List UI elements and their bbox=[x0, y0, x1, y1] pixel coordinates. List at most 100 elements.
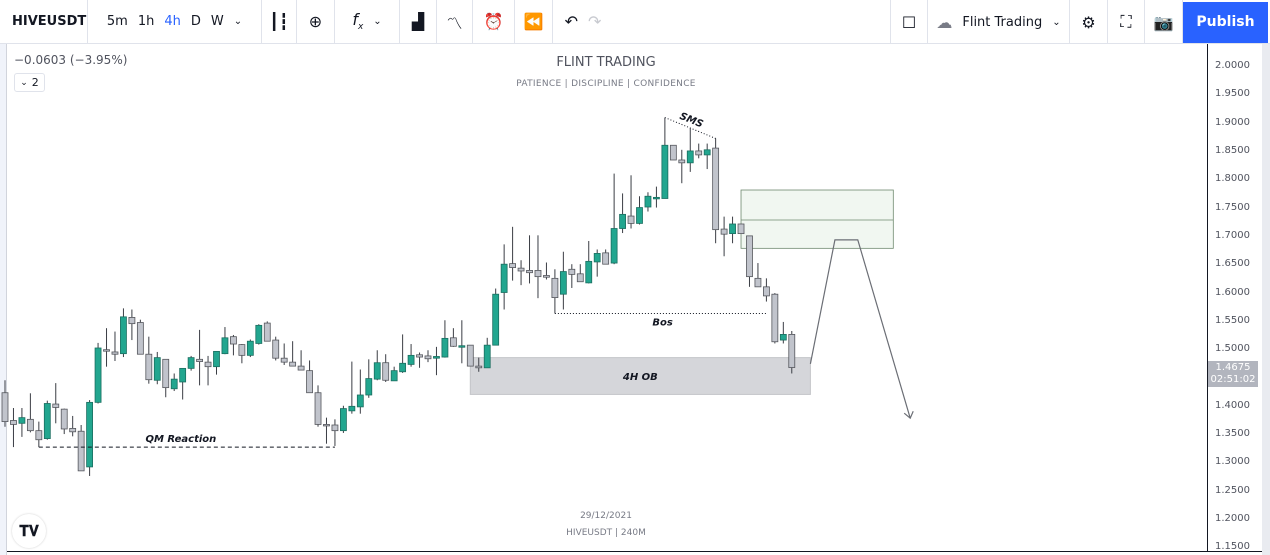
scrollbar[interactable] bbox=[1262, 44, 1270, 555]
alert-button[interactable]: ⏰ bbox=[473, 0, 515, 44]
indicators-button[interactable]: fx ⌄ bbox=[335, 0, 400, 44]
timeframe-group: 5m 1h 4h D W ⌄ bbox=[88, 0, 262, 44]
candle-up bbox=[213, 350, 220, 368]
candle-down bbox=[771, 293, 779, 343]
time-axis-line bbox=[7, 551, 1262, 552]
candle-down bbox=[103, 349, 110, 352]
watermark-subtitle: PATIENCE | DISCIPLINE | CONFIDENCE bbox=[516, 79, 696, 89]
settings-button[interactable]: ⚙ bbox=[1070, 0, 1108, 44]
undo-icon[interactable]: ↶ bbox=[564, 12, 578, 31]
tradingview-logo[interactable]: 𝐓𝐕 bbox=[12, 514, 46, 548]
candle-down bbox=[424, 355, 432, 360]
candle-down bbox=[720, 228, 728, 235]
candle-up bbox=[653, 196, 660, 200]
candle-up bbox=[43, 403, 51, 439]
watermark-symbol: HIVEUSDT | 240M bbox=[566, 528, 646, 538]
price-tick: 1.7000 bbox=[1215, 229, 1250, 241]
timeframe-5m[interactable]: 5m bbox=[106, 14, 128, 29]
candle-up bbox=[348, 405, 356, 412]
indicators-icon: fx bbox=[352, 10, 364, 33]
gear-icon: ⚙ bbox=[1081, 12, 1096, 32]
projection-path bbox=[809, 239, 911, 419]
price-tick: 1.6500 bbox=[1215, 258, 1250, 270]
price-tick: 1.6000 bbox=[1215, 286, 1250, 298]
candle-down bbox=[627, 215, 635, 224]
fullscreen-layout-button[interactable]: ☐ bbox=[890, 0, 928, 44]
timeframe-w[interactable]: W bbox=[210, 14, 224, 29]
left-edge bbox=[0, 44, 7, 555]
supply-zone bbox=[740, 189, 894, 249]
candle-down bbox=[1, 392, 9, 423]
strategy-button[interactable]: 〽 bbox=[437, 0, 473, 44]
add-compare-icon: ⊕ bbox=[308, 12, 323, 31]
candle-up bbox=[120, 316, 127, 355]
candle-down bbox=[754, 277, 762, 288]
replay-button[interactable]: ⏪ bbox=[515, 0, 553, 44]
candle-down bbox=[416, 354, 423, 358]
price-tick: 1.8000 bbox=[1215, 173, 1250, 185]
candle-up bbox=[703, 149, 711, 156]
candle-down bbox=[272, 339, 280, 359]
candle-down bbox=[449, 337, 457, 347]
candle-up bbox=[593, 253, 601, 263]
candle-down bbox=[526, 270, 533, 274]
timeframe-1h[interactable]: 1h bbox=[137, 14, 155, 29]
candle-down bbox=[60, 408, 68, 430]
price-tick: 1.2000 bbox=[1215, 513, 1250, 524]
candle-down bbox=[314, 392, 322, 425]
templates-button[interactable]: ▟ bbox=[400, 0, 437, 44]
timeframe-4h[interactable]: 4h bbox=[164, 14, 181, 29]
cloud-icon: ☁ bbox=[936, 12, 953, 32]
candle-down bbox=[162, 358, 170, 389]
candle-up bbox=[433, 356, 440, 359]
candle-down bbox=[331, 424, 339, 432]
candle-down bbox=[534, 270, 542, 278]
candle-up bbox=[221, 337, 229, 355]
snapshot-button[interactable]: 📷 bbox=[1145, 0, 1183, 44]
candle-up bbox=[246, 340, 254, 356]
price-tick: 1.3500 bbox=[1215, 428, 1250, 440]
replay-icon: ⏪ bbox=[523, 12, 544, 31]
price-tick: 1.1500 bbox=[1215, 541, 1250, 553]
arrow-head-icon bbox=[903, 410, 914, 420]
timeframe-d[interactable]: D bbox=[190, 14, 201, 29]
candle-up bbox=[441, 337, 449, 358]
candle-up bbox=[365, 378, 373, 396]
fullscreen-button[interactable]: ⛶ bbox=[1108, 0, 1145, 44]
price-tick: 1.7500 bbox=[1215, 201, 1250, 213]
compare-button[interactable]: ⊕ bbox=[297, 0, 335, 44]
candle-down bbox=[746, 235, 753, 278]
candle-up bbox=[339, 408, 347, 432]
candle-up bbox=[399, 362, 407, 373]
candle-down bbox=[204, 361, 212, 368]
chevron-down-icon[interactable]: ⌄ bbox=[233, 16, 243, 27]
publish-button[interactable]: Publish bbox=[1183, 1, 1268, 43]
redo-icon[interactable]: ↷ bbox=[588, 12, 602, 31]
right-toolbar: ☐ ☁ Flint Trading ⌄ ⚙ ⛶ 📷 Publish bbox=[890, 0, 1270, 44]
candle-up bbox=[779, 334, 787, 341]
candle-down bbox=[475, 365, 483, 369]
candle-up bbox=[179, 367, 187, 383]
order-block-label: 4H OB bbox=[622, 372, 658, 383]
collapse-legend-button[interactable]: ⌄ 2 bbox=[14, 73, 45, 92]
price-axis-line bbox=[1207, 44, 1208, 551]
candle-down bbox=[35, 430, 43, 441]
candle-down bbox=[280, 357, 288, 363]
candle-up bbox=[559, 271, 567, 295]
camera-icon: 📷 bbox=[1153, 12, 1174, 32]
candle-down bbox=[517, 267, 525, 272]
price-tick: 1.9000 bbox=[1215, 116, 1250, 128]
candle-down bbox=[695, 150, 703, 156]
templates-icon: ▟ bbox=[411, 12, 425, 31]
chart-type-button[interactable]: ┃┇ bbox=[262, 0, 297, 44]
candle-up bbox=[686, 150, 694, 164]
watermark-title: FLINT TRADING bbox=[556, 55, 656, 70]
layout-select[interactable]: ☁ Flint Trading ⌄ bbox=[928, 0, 1070, 44]
candle-up bbox=[500, 263, 508, 293]
candle-up bbox=[187, 357, 195, 369]
candle-up bbox=[636, 207, 643, 224]
price-tick: 1.9500 bbox=[1215, 88, 1250, 100]
candle-down bbox=[543, 275, 550, 278]
symbol-search-button[interactable]: HIVEUSDT bbox=[0, 0, 88, 44]
